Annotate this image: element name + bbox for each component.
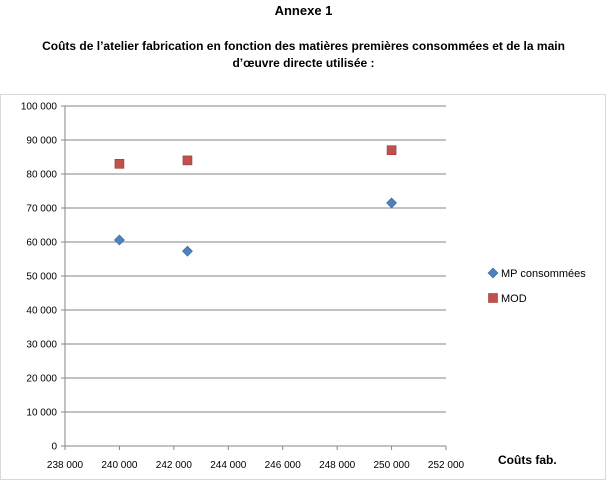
y-tick-label: 50 000 — [26, 272, 57, 283]
mod-point — [386, 145, 397, 155]
y-axis-ticks: 0 10 000 20 000 30 000 40 000 50 000 60 000 70 … — [21, 102, 58, 453]
mp-consommees-point — [386, 197, 397, 209]
x-tick-label: 240 000 — [101, 460, 138, 471]
y-tick-label: 10 000 — [26, 408, 57, 419]
chart-heading-line-2: d’œuvre directe utilisée : — [232, 56, 375, 70]
legend: MP consommées MOD — [487, 267, 586, 305]
gridlines — [65, 105, 446, 413]
chart-frame — [0, 94, 606, 480]
x-tick-label: 242 000 — [156, 460, 193, 471]
y-tick-label: 60 000 — [26, 238, 57, 249]
x-tick-label: 244 000 — [210, 460, 247, 471]
mod-point — [182, 155, 193, 166]
mod-point — [114, 159, 125, 169]
legend-label: MOD — [501, 293, 527, 305]
x-tick-label: 248 000 — [319, 460, 356, 471]
x-axis-ticks: 238 000 240 000 242 000 244 000 246 000 248 0… — [47, 460, 465, 471]
y-tick-label: 100 000 — [21, 102, 58, 113]
y-tick-label: 80 000 — [26, 170, 57, 181]
mod-legend-marker — [488, 293, 498, 303]
y-tick-label: 40 000 — [26, 306, 57, 317]
axes — [61, 105, 447, 450]
y-tick-label: 30 000 — [26, 340, 57, 351]
x-tick-label: 252 000 — [428, 460, 465, 471]
annex-label: Annexe 1 — [274, 3, 333, 18]
mp-consommees-legend-marker — [487, 267, 499, 279]
legend-label: MP consommées — [501, 268, 586, 280]
x-tick-label: 238 000 — [47, 460, 84, 471]
chart-heading: Coûts de l’atelier fabrication en foncti… — [20, 38, 587, 72]
data-points — [114, 145, 397, 257]
x-axis-label: Coûts fab. — [498, 453, 557, 467]
mp-consommees-point — [182, 245, 193, 257]
chart-heading-line-1: Coûts de l’atelier fabrication en foncti… — [42, 39, 565, 53]
y-tick-label: 90 000 — [26, 136, 57, 147]
mp-consommees-point — [114, 234, 125, 246]
x-tick-label: 250 000 — [373, 460, 410, 471]
y-tick-label: 70 000 — [26, 204, 57, 215]
x-tick-label: 246 000 — [265, 460, 302, 471]
y-tick-label: 0 — [51, 442, 57, 453]
y-tick-label: 20 000 — [26, 374, 57, 385]
